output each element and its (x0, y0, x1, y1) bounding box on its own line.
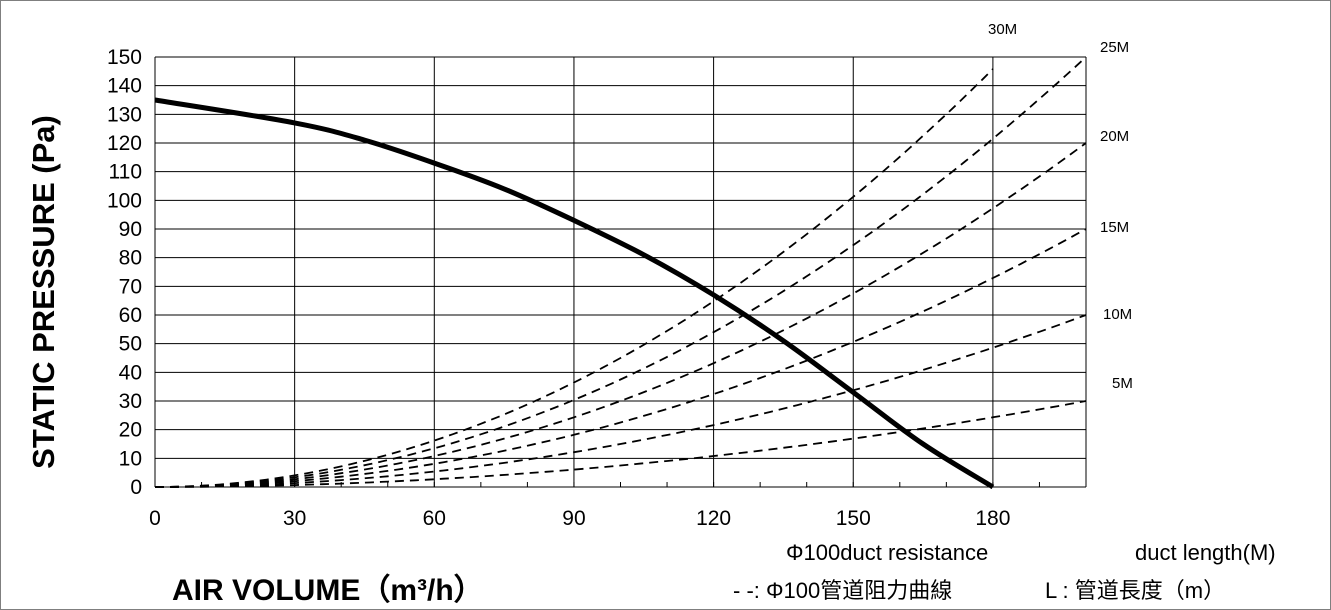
duct-curve-20M (155, 142, 1087, 488)
duct-label-30M: 30M (988, 21, 1017, 38)
duct-label-25M: 25M (1100, 39, 1129, 56)
x-tick-label: 60 (423, 507, 446, 530)
duct-label-15M: 15M (1100, 219, 1129, 236)
x-tick-label: 150 (836, 507, 871, 530)
y-tick-label: 60 (119, 304, 142, 327)
y-tick-label: 150 (107, 46, 142, 69)
y-tick-label: 20 (119, 419, 142, 442)
y-tick-label: 120 (107, 132, 142, 155)
duct-curve-5M (155, 400, 1087, 488)
x-axis-label: AIR VOLUME（m³/h） (172, 574, 484, 607)
y-tick-label: 90 (119, 218, 142, 241)
duct-curve-25M (155, 56, 1087, 488)
legend-duct-length: duct length(M) (1135, 540, 1276, 565)
legend-l-meaning: L : 管道長度（m） (1045, 578, 1226, 603)
duct-curve-15M (155, 228, 1087, 488)
x-tick-label: 30 (283, 507, 306, 530)
duct-curve-10M (155, 314, 1087, 488)
y-tick-label: 50 (119, 333, 142, 356)
x-tick-label: 0 (149, 507, 161, 530)
y-tick-label: 40 (119, 361, 142, 384)
y-axis-label: STATIC PRESSURE (Pa) (26, 115, 61, 469)
tick-labels: 0 10 20 30 40 50 60 70 80 90 100 110 120 130 140 150 0 30… (107, 46, 1010, 530)
duct-label-10M: 10M (1103, 306, 1132, 323)
legend-dashed-line-meaning: - -: Φ100管道阻力曲線 (733, 578, 953, 603)
y-tick-label: 80 (119, 247, 142, 270)
duct-label-20M: 20M (1100, 128, 1129, 145)
duct-label-5M: 5M (1112, 375, 1133, 392)
duct-curve-30M (154, 68, 994, 488)
y-tick-label: 140 (107, 75, 142, 98)
y-tick-label: 100 (107, 189, 142, 212)
x-tick-label: 180 (975, 507, 1010, 530)
grid (154, 56, 1087, 488)
y-tick-label: 130 (107, 103, 142, 126)
x-tick-label: 90 (562, 507, 585, 530)
legend-duct-resistance: Φ100duct resistance (786, 540, 989, 565)
x-tick-label: 120 (696, 507, 731, 530)
fan-curve (154, 97, 995, 490)
y-tick-label: 30 (119, 390, 142, 413)
y-tick-label: 70 (119, 275, 142, 298)
fan-curve-group (154, 97, 995, 490)
duct-resistance-curves (154, 56, 1087, 488)
y-tick-label: 10 (119, 447, 142, 470)
y-tick-label: 0 (130, 476, 142, 499)
duct-length-labels: 5M 10M 15M 20M 25M 30M (988, 21, 1133, 392)
y-tick-label: 110 (109, 161, 142, 184)
